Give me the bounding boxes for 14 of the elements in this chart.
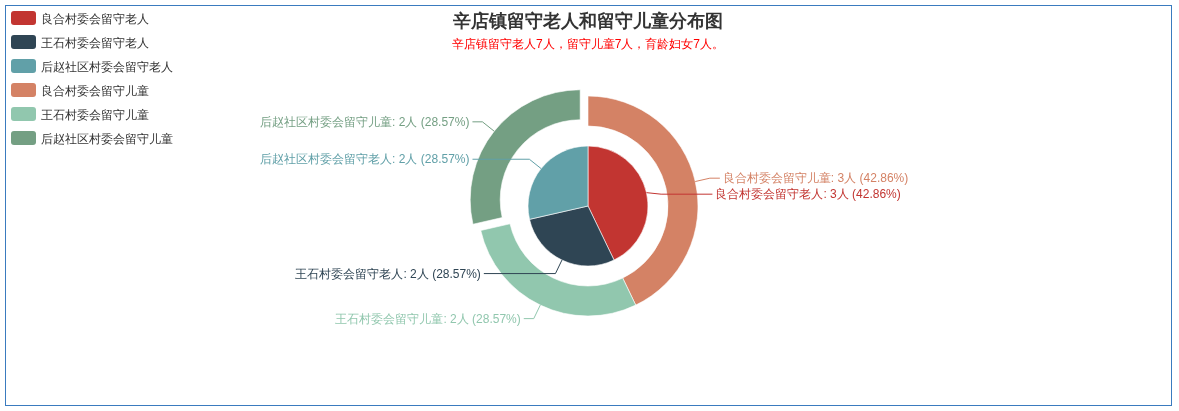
legend-label: 后赵社区村委会留守儿童 (41, 131, 173, 146)
legend-label: 良合村委会留守儿童 (41, 83, 149, 98)
legend-label: 后赵社区村委会留守老人 (41, 59, 173, 74)
data-label: 王石村委会留守儿童: 2人 (28.57%) (335, 311, 521, 326)
data-label: 良合村委会留守老人: 3人 (42.86%) (715, 187, 901, 202)
title: 辛店镇留守老人和留守儿童分布图 (453, 11, 723, 31)
legend-label: 王石村委会留守儿童 (41, 107, 149, 122)
subtitle: 辛店镇留守老人7人，留守儿童7人，育龄妇女7人。 (452, 37, 724, 51)
data-label: 后赵社区村委会留守老人: 2人 (28.57%) (260, 152, 470, 167)
data-label: 良合村委会留守儿童: 3人 (42.86%) (722, 171, 909, 186)
legend-label: 良合村委会留守老人 (41, 11, 149, 26)
data-label: 王石村委会留守老人: 2人 (28.57%) (295, 266, 481, 281)
legend-label: 王石村委会留守老人 (41, 35, 149, 50)
data-label: 后赵社区村委会留守儿童: 2人 (28.57%) (260, 114, 470, 129)
